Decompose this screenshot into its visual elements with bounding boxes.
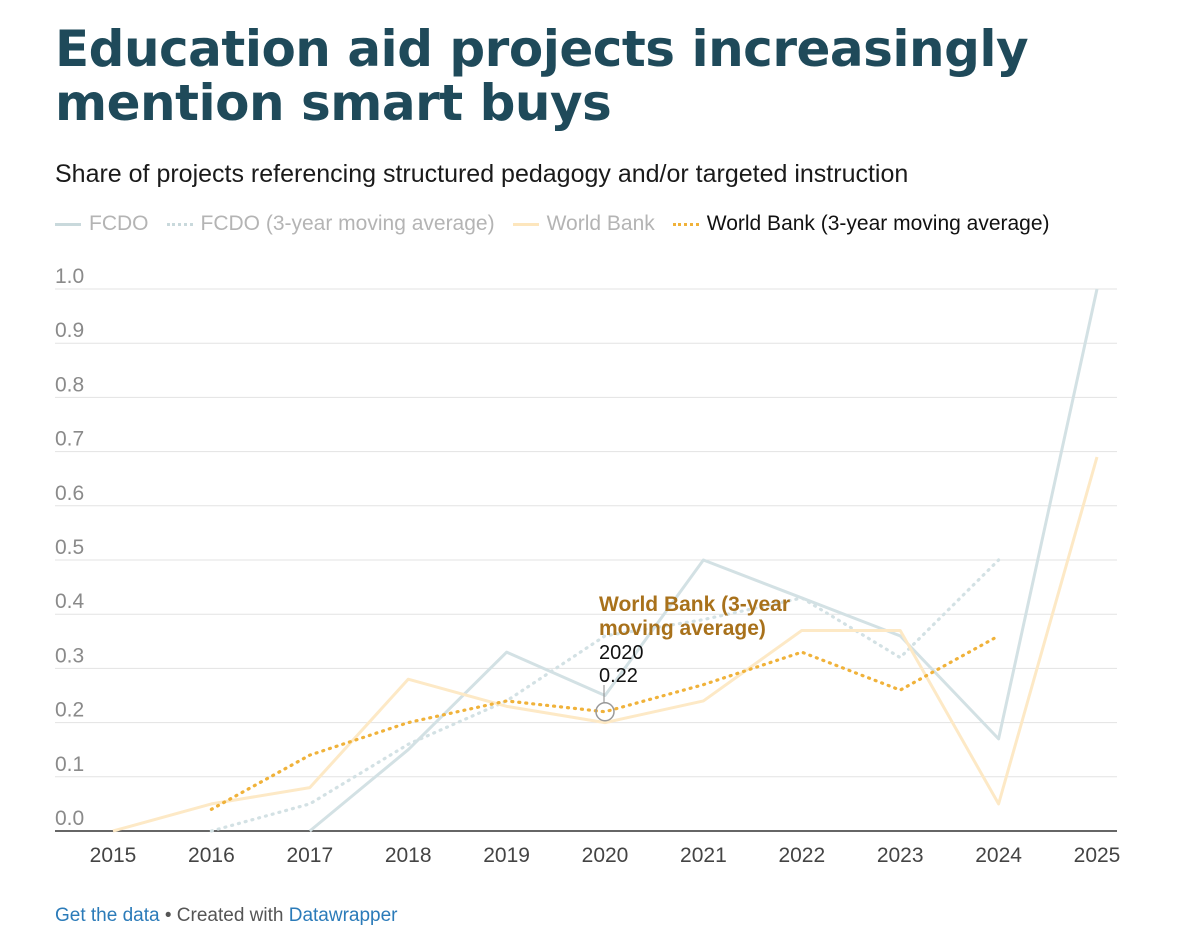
x-tick-label: 2024 [975,844,1022,867]
datawrapper-link[interactable]: Datawrapper [288,905,398,926]
footer: Get the data • Created with Datawrapper [55,905,398,927]
legend: FCDO FCDO (3-year moving average) World … [55,212,1068,236]
legend-item-fcdo[interactable]: FCDO [55,212,149,236]
legend-label-fcdo-avg: FCDO (3-year moving average) [200,212,495,235]
y-tick-label: 0.9 [55,319,84,342]
y-tick-label: 1.0 [55,265,84,288]
y-tick-label: 0.8 [55,373,84,396]
legend-label-world-bank: World Bank [546,212,655,235]
legend-swatch-fcdo [55,222,81,226]
x-tick-label: 2021 [680,844,727,867]
x-tick-label: 2020 [582,844,629,867]
x-tick-label: 2019 [483,844,530,867]
y-tick-label: 0.5 [55,536,84,559]
get-data-link[interactable]: Get the data [55,905,160,926]
x-tick-label: 2015 [90,844,137,867]
y-tick-label: 0.1 [55,753,84,776]
x-tick-label: 2017 [286,844,333,867]
footer-separator: • Created with [159,905,289,926]
legend-swatch-world-bank-avg [672,222,699,226]
chart-title: Education aid projects increasingly ment… [55,20,1029,132]
tooltip-series-label: moving average) [599,617,766,640]
legend-swatch-fcdo-avg [166,222,193,226]
legend-item-fcdo-avg[interactable]: FCDO (3-year moving average) [166,212,495,236]
x-tick-label: 2018 [385,844,432,867]
x-tick-label: 2022 [778,844,825,867]
legend-label-fcdo: FCDO [89,212,149,235]
legend-item-world-bank-avg[interactable]: World Bank (3-year moving average) [672,212,1050,236]
tooltip-series-label: World Bank (3-year [599,593,790,616]
legend-swatch-world-bank [512,222,539,226]
y-tick-label: 0.7 [55,428,84,451]
series-line-fcdo [308,288,1099,833]
y-tick-label: 0.2 [55,699,84,722]
y-tick-label: 0.6 [55,482,84,505]
tooltip-y-value: 0.22 [599,665,638,687]
series-line-fcdo-3-year-moving-average [209,558,1001,833]
y-tick-label: 0.3 [55,644,84,667]
tooltip-x-value: 2020 [599,642,644,664]
y-tick-label: 0.4 [55,590,85,613]
x-tick-label: 2023 [877,844,924,867]
x-tick-label: 2025 [1074,844,1121,867]
legend-label-world-bank-avg: World Bank (3-year moving average) [706,212,1050,235]
legend-item-world-bank[interactable]: World Bank [512,212,655,236]
tooltip-marker [595,702,615,722]
series-line-world-bank [112,456,1099,833]
y-tick-label: 0.0 [55,807,84,830]
chart-subtitle: Share of projects referencing structured… [55,160,909,188]
x-tick-label: 2016 [188,844,235,867]
series-line-world-bank-3-year-moving-average [209,634,1001,811]
